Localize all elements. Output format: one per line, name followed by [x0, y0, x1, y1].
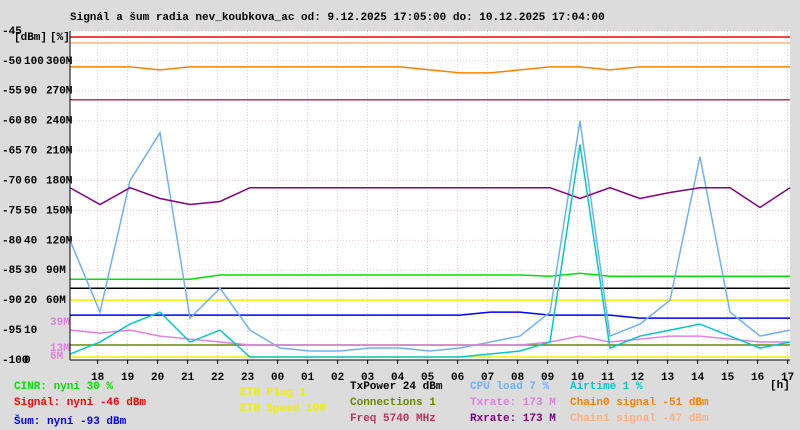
x-tick-label: 00	[271, 372, 284, 384]
y2-tick-label: 40	[24, 235, 37, 247]
x-tick-label: 11	[601, 372, 615, 384]
y2-tick-label: 10	[24, 325, 37, 337]
y2-tick-label: 20	[24, 295, 37, 307]
y3-tick-label: 150M	[46, 205, 73, 217]
legend-entry: Txrate: 173 M	[470, 397, 556, 409]
y3-tick-label: 90M	[46, 265, 66, 277]
y-tick-label: -85	[2, 265, 22, 277]
x-tick-label: 02	[331, 372, 344, 384]
y2-tick-label: 90	[24, 86, 37, 98]
legend-entry: Chain0 signal -51 dBm	[570, 397, 709, 409]
x-tick-label: 03	[361, 372, 375, 384]
legend-entry: Rxrate: 173 M	[470, 413, 556, 425]
chart-title: Signál a šum radia nev_koubkova_ac od: 9…	[70, 12, 605, 24]
legend-entry: ETH Plug 1	[240, 387, 306, 399]
x-tick-label: 17	[781, 372, 794, 384]
x-tick-label: 04	[391, 372, 405, 384]
series-line	[69, 120, 791, 352]
legend-entry: Freq 5740 MHz	[350, 413, 436, 425]
series-line	[70, 272, 790, 280]
y2-tick-label: 100	[24, 56, 44, 68]
legend-entry: ETH Speed 100	[240, 403, 326, 415]
left-label: 13M	[50, 343, 70, 355]
y2-tick-label: 30	[24, 265, 37, 277]
x-tick-label: 15	[721, 372, 735, 384]
y3-tick-label: 240M	[46, 116, 73, 128]
left-label: 6M	[50, 351, 64, 363]
y2-tick-label: 0	[24, 355, 31, 367]
series-line	[69, 144, 791, 358]
y3-tick-label: 60M	[46, 295, 66, 307]
legend-entry: Šum: nyní -93 dBm	[14, 414, 127, 428]
y2-unit-label: [%]	[50, 32, 70, 44]
y2-tick-label: 60	[24, 175, 37, 187]
series-line	[69, 186, 791, 209]
x-unit-label: [h]	[770, 380, 790, 392]
x-tick-label: 18	[91, 372, 105, 384]
legend-entry: Signál: nyní -46 dBm	[14, 397, 146, 409]
x-tick-label: 23	[241, 372, 255, 384]
y-tick-label: -75	[2, 205, 22, 217]
series-line	[69, 329, 790, 346]
plot-area	[70, 31, 790, 360]
x-tick-label: 09	[541, 372, 554, 384]
legend-entry: CINR: nyní 30 %	[14, 381, 113, 393]
x-tick-label: 12	[631, 372, 644, 384]
left-label: 39M	[50, 317, 70, 329]
legend-entry: TxPower 24 dBm	[350, 381, 443, 393]
y3-tick-label: 210M	[46, 146, 73, 158]
y-tick-label: -45	[2, 26, 22, 38]
y-tick-label: -70	[2, 175, 22, 187]
y-tick-label: -50	[2, 56, 22, 68]
legend-entry: Connections 1	[350, 397, 436, 409]
y3-tick-label: 120M	[46, 235, 73, 247]
x-tick-label: 05	[421, 372, 435, 384]
y-tick-label: -65	[2, 146, 22, 158]
x-tick-label: 20	[151, 372, 164, 384]
y-tick-label: -80	[2, 235, 22, 247]
y3-tick-label: 300M	[46, 56, 73, 68]
x-tick-label: 16	[751, 372, 764, 384]
legend-entry: CPU load 7 %	[470, 381, 550, 393]
x-tick-label: 10	[571, 372, 584, 384]
y-tick-label: -55	[2, 86, 22, 98]
y2-tick-label: 50	[24, 205, 37, 217]
x-tick-label: 07	[481, 372, 494, 384]
y3-tick-label: 270M	[46, 86, 73, 98]
y2-tick-label: 70	[24, 146, 37, 158]
series-line	[70, 66, 790, 74]
y2-tick-label: 80	[24, 116, 37, 128]
y-tick-label: -60	[2, 116, 22, 128]
legend-entry: Airtime 1 %	[570, 381, 643, 393]
legend-entry: Chain1 signal -47 dBm	[570, 413, 709, 425]
x-tick-label: 19	[121, 372, 134, 384]
x-tick-label: 06	[451, 372, 464, 384]
y-tick-label: -90	[2, 295, 22, 307]
x-tick-label: 13	[661, 372, 675, 384]
x-tick-label: 01	[301, 372, 315, 384]
x-tick-label: 14	[691, 372, 705, 384]
y3-tick-label: 180M	[46, 175, 73, 187]
x-tick-label: 22	[211, 372, 224, 384]
x-tick-label: 08	[511, 372, 525, 384]
x-tick-label: 21	[181, 372, 195, 384]
y-tick-label: -100	[2, 355, 28, 367]
y-tick-label: -95	[2, 325, 22, 337]
y-unit-label: [dBm]	[14, 32, 47, 44]
